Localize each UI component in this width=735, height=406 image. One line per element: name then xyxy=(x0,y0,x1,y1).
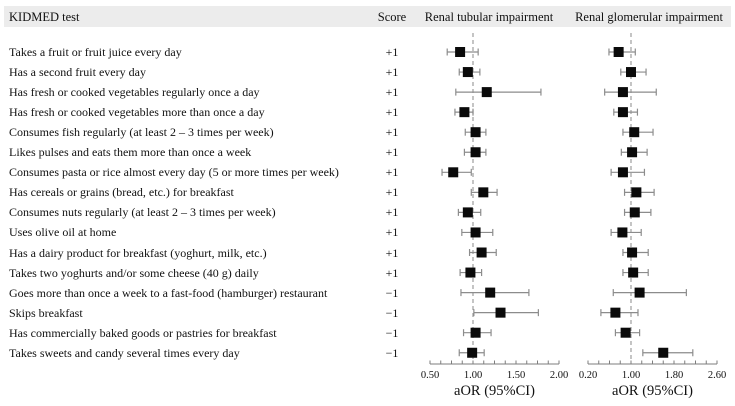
kidmed-item-score: +1 xyxy=(385,185,399,200)
kidmed-item-score: −1 xyxy=(385,345,399,360)
kidmed-item-score: +1 xyxy=(385,265,399,280)
axis-title: aOR (95%CI) xyxy=(454,383,535,399)
kidmed-item-label: Takes two yoghurts and/or some cheese (4… xyxy=(9,265,259,280)
kidmed-item-score: +1 xyxy=(385,65,399,80)
or-marker xyxy=(462,207,473,218)
kidmed-item-score: +1 xyxy=(385,225,399,240)
or-marker xyxy=(495,307,506,318)
or-marker xyxy=(629,127,640,138)
or-marker xyxy=(627,247,638,258)
or-marker xyxy=(485,287,496,298)
kidmed-item-label: Has cereals or grains (bread, etc.) for … xyxy=(9,185,234,200)
kidmed-item-label: Has fresh or cooked vegetables regularly… xyxy=(9,85,260,100)
kidmed-item-label: Has a dairy product for breakfast (yoghu… xyxy=(9,245,267,260)
or-marker xyxy=(470,147,481,158)
kidmed-item-label: Goes more than once a week to a fast-foo… xyxy=(9,285,328,300)
axis-title: aOR (95%CI) xyxy=(612,383,693,399)
kidmed-item-label: Skips breakfast xyxy=(9,305,83,320)
kidmed-item-score: +1 xyxy=(385,205,399,220)
or-marker xyxy=(617,167,628,178)
axis-tick-label: 0.20 xyxy=(579,370,597,381)
or-marker xyxy=(465,267,476,278)
or-marker xyxy=(613,47,624,57)
or-marker xyxy=(629,207,640,218)
axis-tick-label: 1.00 xyxy=(622,370,640,381)
or-marker xyxy=(476,247,487,258)
kidmed-item-label: Consumes pasta or rice almost every day … xyxy=(9,165,339,180)
table-header-band xyxy=(4,6,731,27)
column-header-kidmed-test: KIDMED test xyxy=(9,10,80,24)
kidmed-item-score: +1 xyxy=(385,105,399,120)
or-marker xyxy=(620,327,631,338)
axis-tick-label: 2.60 xyxy=(708,370,726,381)
kidmed-item-score: +1 xyxy=(385,165,399,180)
kidmed-item-score: −1 xyxy=(385,325,399,340)
kidmed-item-label: Uses olive oil at home xyxy=(9,225,117,240)
or-marker xyxy=(467,347,478,358)
kidmed-item-label: Has a second fruit every day xyxy=(9,65,146,80)
or-marker xyxy=(631,187,642,198)
or-marker xyxy=(634,287,645,298)
column-header-renal-tubular: Renal tubular impairment xyxy=(424,10,554,24)
or-marker xyxy=(459,107,470,118)
or-marker xyxy=(626,67,636,78)
or-marker xyxy=(448,167,459,178)
or-marker xyxy=(462,67,473,78)
column-header-renal-glomerular: Renal glomerular impairment xyxy=(575,10,723,24)
axis-tick-label: 1.00 xyxy=(464,370,482,381)
or-marker xyxy=(628,267,639,278)
kidmed-item-score: +1 xyxy=(385,45,399,59)
axis-tick-label: 1.80 xyxy=(665,370,683,381)
or-marker xyxy=(610,307,621,318)
kidmed-item-score: −1 xyxy=(385,285,399,300)
kidmed-item-label: Takes sweets and candy several times eve… xyxy=(9,345,240,360)
or-marker xyxy=(617,107,628,118)
or-marker xyxy=(470,227,481,238)
kidmed-item-label: Consumes nuts regularly (at least 2 – 3 … xyxy=(9,205,276,220)
kidmed-item-score: +1 xyxy=(385,125,399,140)
kidmed-item-label: Likes pulses and eats them more than onc… xyxy=(9,145,252,160)
or-marker xyxy=(617,227,628,238)
kidmed-item-score: +1 xyxy=(385,245,399,260)
or-marker xyxy=(617,87,628,98)
or-marker xyxy=(627,147,638,158)
kidmed-item-label: Consumes fish regularly (at least 2 – 3 … xyxy=(9,125,274,140)
kidmed-item-label: Has commercially baked goods or pastries… xyxy=(9,325,277,340)
kidmed-item-score: +1 xyxy=(385,85,399,100)
or-marker xyxy=(470,327,481,338)
axis-tick-label: 2.00 xyxy=(550,370,568,381)
or-marker xyxy=(470,127,481,138)
or-marker xyxy=(658,347,669,358)
kidmed-item-label: Takes a fruit or fruit juice every day xyxy=(9,45,182,59)
column-header-score: Score xyxy=(377,10,407,24)
kidmed-item-score: −1 xyxy=(385,305,399,320)
or-marker xyxy=(481,87,492,98)
kidmed-item-label: Has fresh or cooked vegetables more than… xyxy=(9,105,265,120)
or-marker xyxy=(478,187,489,198)
axis-tick-label: 0.50 xyxy=(421,370,439,381)
kidmed-item-score: +1 xyxy=(385,145,399,160)
or-marker xyxy=(455,47,466,57)
axis-tick-label: 1.50 xyxy=(507,370,525,381)
